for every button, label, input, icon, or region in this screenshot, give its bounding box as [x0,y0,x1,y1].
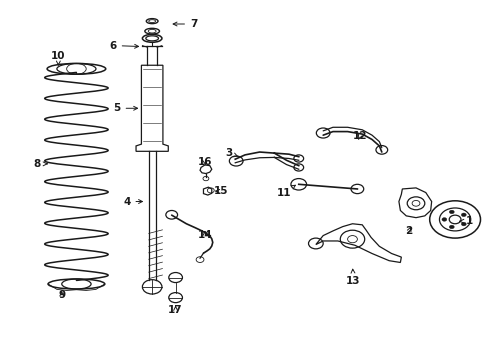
Text: 4: 4 [123,197,143,207]
Text: 1: 1 [460,216,473,226]
Text: 15: 15 [213,186,228,197]
Text: 5: 5 [113,103,138,113]
Circle shape [449,210,454,214]
Text: 11: 11 [277,185,295,198]
Text: 9: 9 [58,291,65,301]
Text: 2: 2 [406,226,413,236]
Text: 10: 10 [51,51,66,65]
Circle shape [462,213,466,217]
Text: 6: 6 [109,41,139,50]
Circle shape [449,225,454,229]
Circle shape [442,218,447,221]
Text: 7: 7 [173,19,197,29]
Text: 3: 3 [226,148,238,158]
Text: 16: 16 [197,157,212,167]
Circle shape [462,222,466,226]
Text: 13: 13 [346,269,361,286]
Text: 14: 14 [197,230,212,239]
Text: 12: 12 [353,131,367,141]
Text: 8: 8 [34,159,47,169]
Text: 17: 17 [168,305,183,315]
